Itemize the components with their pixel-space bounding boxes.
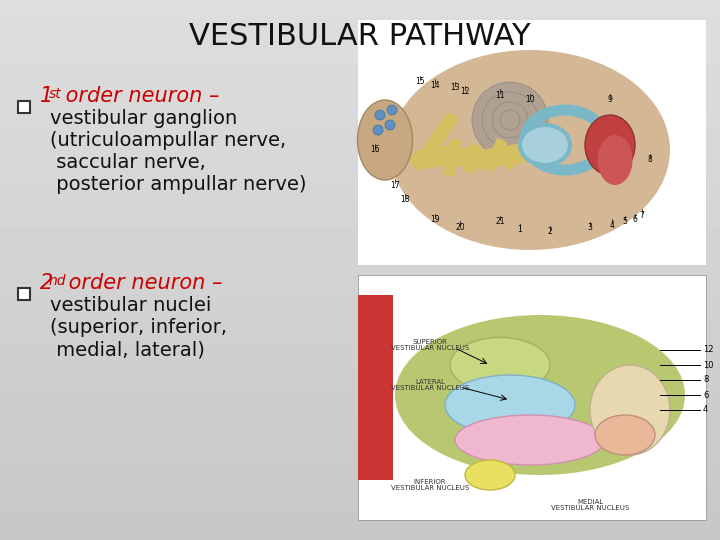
Text: 21: 21	[495, 218, 505, 226]
Text: saccular nerve,: saccular nerve,	[50, 153, 206, 172]
Text: 9: 9	[608, 96, 613, 105]
Circle shape	[373, 125, 383, 135]
Text: VESTIBULAR PATHWAY: VESTIBULAR PATHWAY	[189, 22, 531, 51]
Ellipse shape	[395, 315, 685, 475]
Circle shape	[500, 110, 520, 130]
Text: 8: 8	[703, 375, 708, 384]
Text: 19: 19	[430, 215, 440, 225]
Bar	[18, 288, 30, 300]
Text: nd: nd	[49, 274, 66, 288]
Text: 1: 1	[40, 86, 53, 106]
Circle shape	[482, 92, 538, 148]
Ellipse shape	[390, 50, 670, 250]
Text: (superior, inferior,: (superior, inferior,	[50, 318, 227, 337]
Text: 6: 6	[633, 215, 637, 225]
Ellipse shape	[455, 415, 605, 465]
Text: 7: 7	[639, 211, 644, 219]
Text: 4: 4	[703, 406, 708, 415]
Text: 3: 3	[588, 224, 593, 233]
Text: 16: 16	[370, 145, 380, 154]
Text: 13: 13	[450, 84, 460, 92]
Ellipse shape	[590, 365, 670, 455]
Circle shape	[385, 120, 395, 130]
Text: 6: 6	[703, 390, 708, 400]
Text: posterior ampullar nerve): posterior ampullar nerve)	[50, 175, 307, 194]
Text: order neuron –: order neuron –	[62, 273, 222, 293]
Circle shape	[387, 105, 397, 115]
Ellipse shape	[598, 135, 632, 185]
Text: 12: 12	[460, 87, 469, 97]
Circle shape	[492, 102, 528, 138]
Circle shape	[375, 110, 385, 120]
Bar	[18, 101, 30, 113]
Text: 15: 15	[415, 78, 425, 86]
Text: 18: 18	[400, 195, 410, 205]
Text: st: st	[49, 87, 62, 101]
Text: INFERIOR
VESTIBULAR NUCLEUS: INFERIOR VESTIBULAR NUCLEUS	[391, 478, 469, 491]
Text: 1: 1	[518, 226, 523, 234]
Text: vestibular ganglion: vestibular ganglion	[50, 109, 238, 128]
Text: 5: 5	[623, 218, 627, 226]
Ellipse shape	[465, 460, 515, 490]
Text: order neuron –: order neuron –	[59, 86, 220, 106]
Ellipse shape	[358, 100, 413, 180]
Ellipse shape	[450, 338, 550, 393]
Ellipse shape	[585, 115, 635, 175]
Text: 8: 8	[647, 156, 652, 165]
Text: MEDIAL
VESTIBULAR NUCLEUS: MEDIAL VESTIBULAR NUCLEUS	[551, 498, 629, 511]
Text: medial, lateral): medial, lateral)	[50, 340, 205, 359]
Bar	[358, 295, 393, 480]
Ellipse shape	[595, 415, 655, 455]
Text: 17: 17	[390, 180, 400, 190]
Ellipse shape	[445, 375, 575, 435]
Bar	[358, 275, 706, 520]
Text: 14: 14	[430, 80, 440, 90]
Text: SUPERIOR
VESTIBULAR NUCLEUS: SUPERIOR VESTIBULAR NUCLEUS	[391, 339, 469, 352]
Text: 20: 20	[455, 222, 465, 232]
Text: vestibular nuclei: vestibular nuclei	[50, 296, 212, 315]
Text: 11: 11	[495, 91, 505, 99]
Text: 10: 10	[703, 361, 714, 369]
Text: 2: 2	[40, 273, 53, 293]
Circle shape	[472, 82, 548, 158]
Text: 12: 12	[703, 346, 714, 354]
Text: 4: 4	[610, 220, 614, 230]
Ellipse shape	[520, 125, 570, 165]
Text: 10: 10	[525, 96, 535, 105]
Text: 2: 2	[548, 227, 552, 237]
Text: (utriculoampullar nerve,: (utriculoampullar nerve,	[50, 131, 286, 150]
Text: LATERAL
VESTIBULAR NUCLEUS: LATERAL VESTIBULAR NUCLEUS	[391, 379, 469, 392]
Bar	[358, 20, 706, 265]
